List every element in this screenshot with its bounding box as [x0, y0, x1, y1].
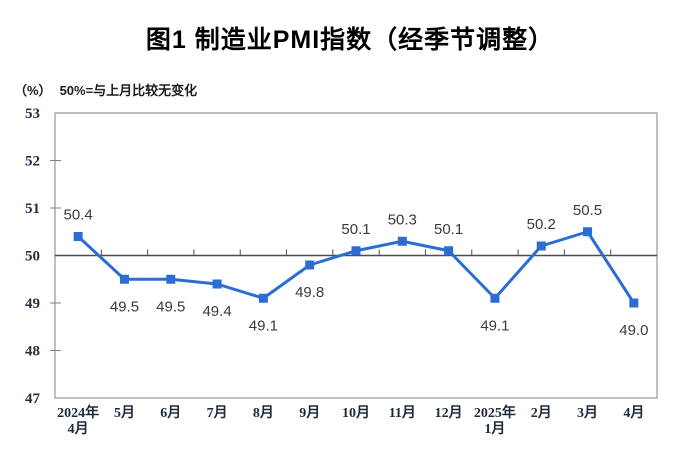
data-point-label: 50.2 [527, 216, 556, 233]
y-axis-tick-label: 51 [25, 201, 40, 217]
data-point-marker [351, 246, 361, 256]
data-point-label: 50.4 [64, 207, 93, 224]
data-point-marker [119, 274, 129, 284]
data-point-marker [212, 279, 222, 289]
data-point-label: 49.5 [110, 298, 139, 315]
x-axis-tick-label: 11月 [389, 405, 416, 421]
data-point-marker [305, 260, 315, 270]
data-point-marker [583, 227, 593, 237]
x-axis-tick-label: 9月 [299, 405, 320, 421]
data-point-marker [536, 241, 546, 251]
y-axis-tick-label: 52 [25, 154, 40, 170]
data-point-label: 49.4 [202, 303, 231, 320]
data-point-marker [444, 246, 454, 256]
y-axis-tick-label: 47 [25, 391, 41, 407]
x-axis-tick-label: 12月 [435, 405, 463, 421]
x-axis-tick-label: 6月 [160, 405, 181, 421]
data-point-marker [490, 293, 500, 303]
x-axis-tick-label: 2月 [531, 405, 552, 421]
data-point-marker [258, 293, 268, 303]
x-axis-tick-label: 3月 [577, 405, 598, 421]
chart-title: 图1 制造业PMI指数（经季节调整） [145, 26, 555, 54]
x-axis-tick-label: 4月 [623, 405, 644, 421]
data-point-label: 50.3 [388, 211, 417, 228]
y-axis-tick-label: 50 [25, 249, 40, 265]
x-axis-tick-label: 10月 [342, 405, 370, 421]
y-axis-unit-label: （%） [14, 83, 52, 98]
x-axis-tick-label: 5月 [114, 405, 135, 421]
x-axis-tick-label: 2024年 4月 [57, 404, 99, 437]
y-axis-tick-label: 53 [25, 106, 40, 122]
data-point-label: 50.5 [573, 202, 602, 219]
data-point-label: 49.8 [295, 284, 324, 301]
x-axis-tick-label: 7月 [207, 405, 228, 421]
data-point-marker [629, 298, 639, 308]
chart-note: 50%=与上月比较无变化 [59, 83, 198, 98]
pmi-data-line [76, 230, 636, 305]
data-point-marker [397, 236, 407, 246]
data-point-label: 49.1 [480, 317, 509, 334]
data-point-label: 49.0 [619, 322, 648, 339]
y-axis-tick-label: 49 [25, 296, 40, 312]
data-point-marker [73, 232, 83, 241]
x-axis-tick-label: 8月 [253, 405, 274, 421]
data-point-label: 49.1 [249, 317, 278, 334]
y-axis-tick-label: 48 [25, 344, 40, 360]
x-axis-tick-label: 2025年 1月 [474, 404, 516, 437]
data-point-label: 50.1 [434, 221, 463, 238]
data-point-label: 49.5 [156, 298, 185, 315]
chart-subtitle: （%） 50%=与上月比较无变化 [14, 80, 197, 99]
data-point-marker [166, 274, 176, 284]
data-point-label: 50.1 [341, 221, 370, 238]
